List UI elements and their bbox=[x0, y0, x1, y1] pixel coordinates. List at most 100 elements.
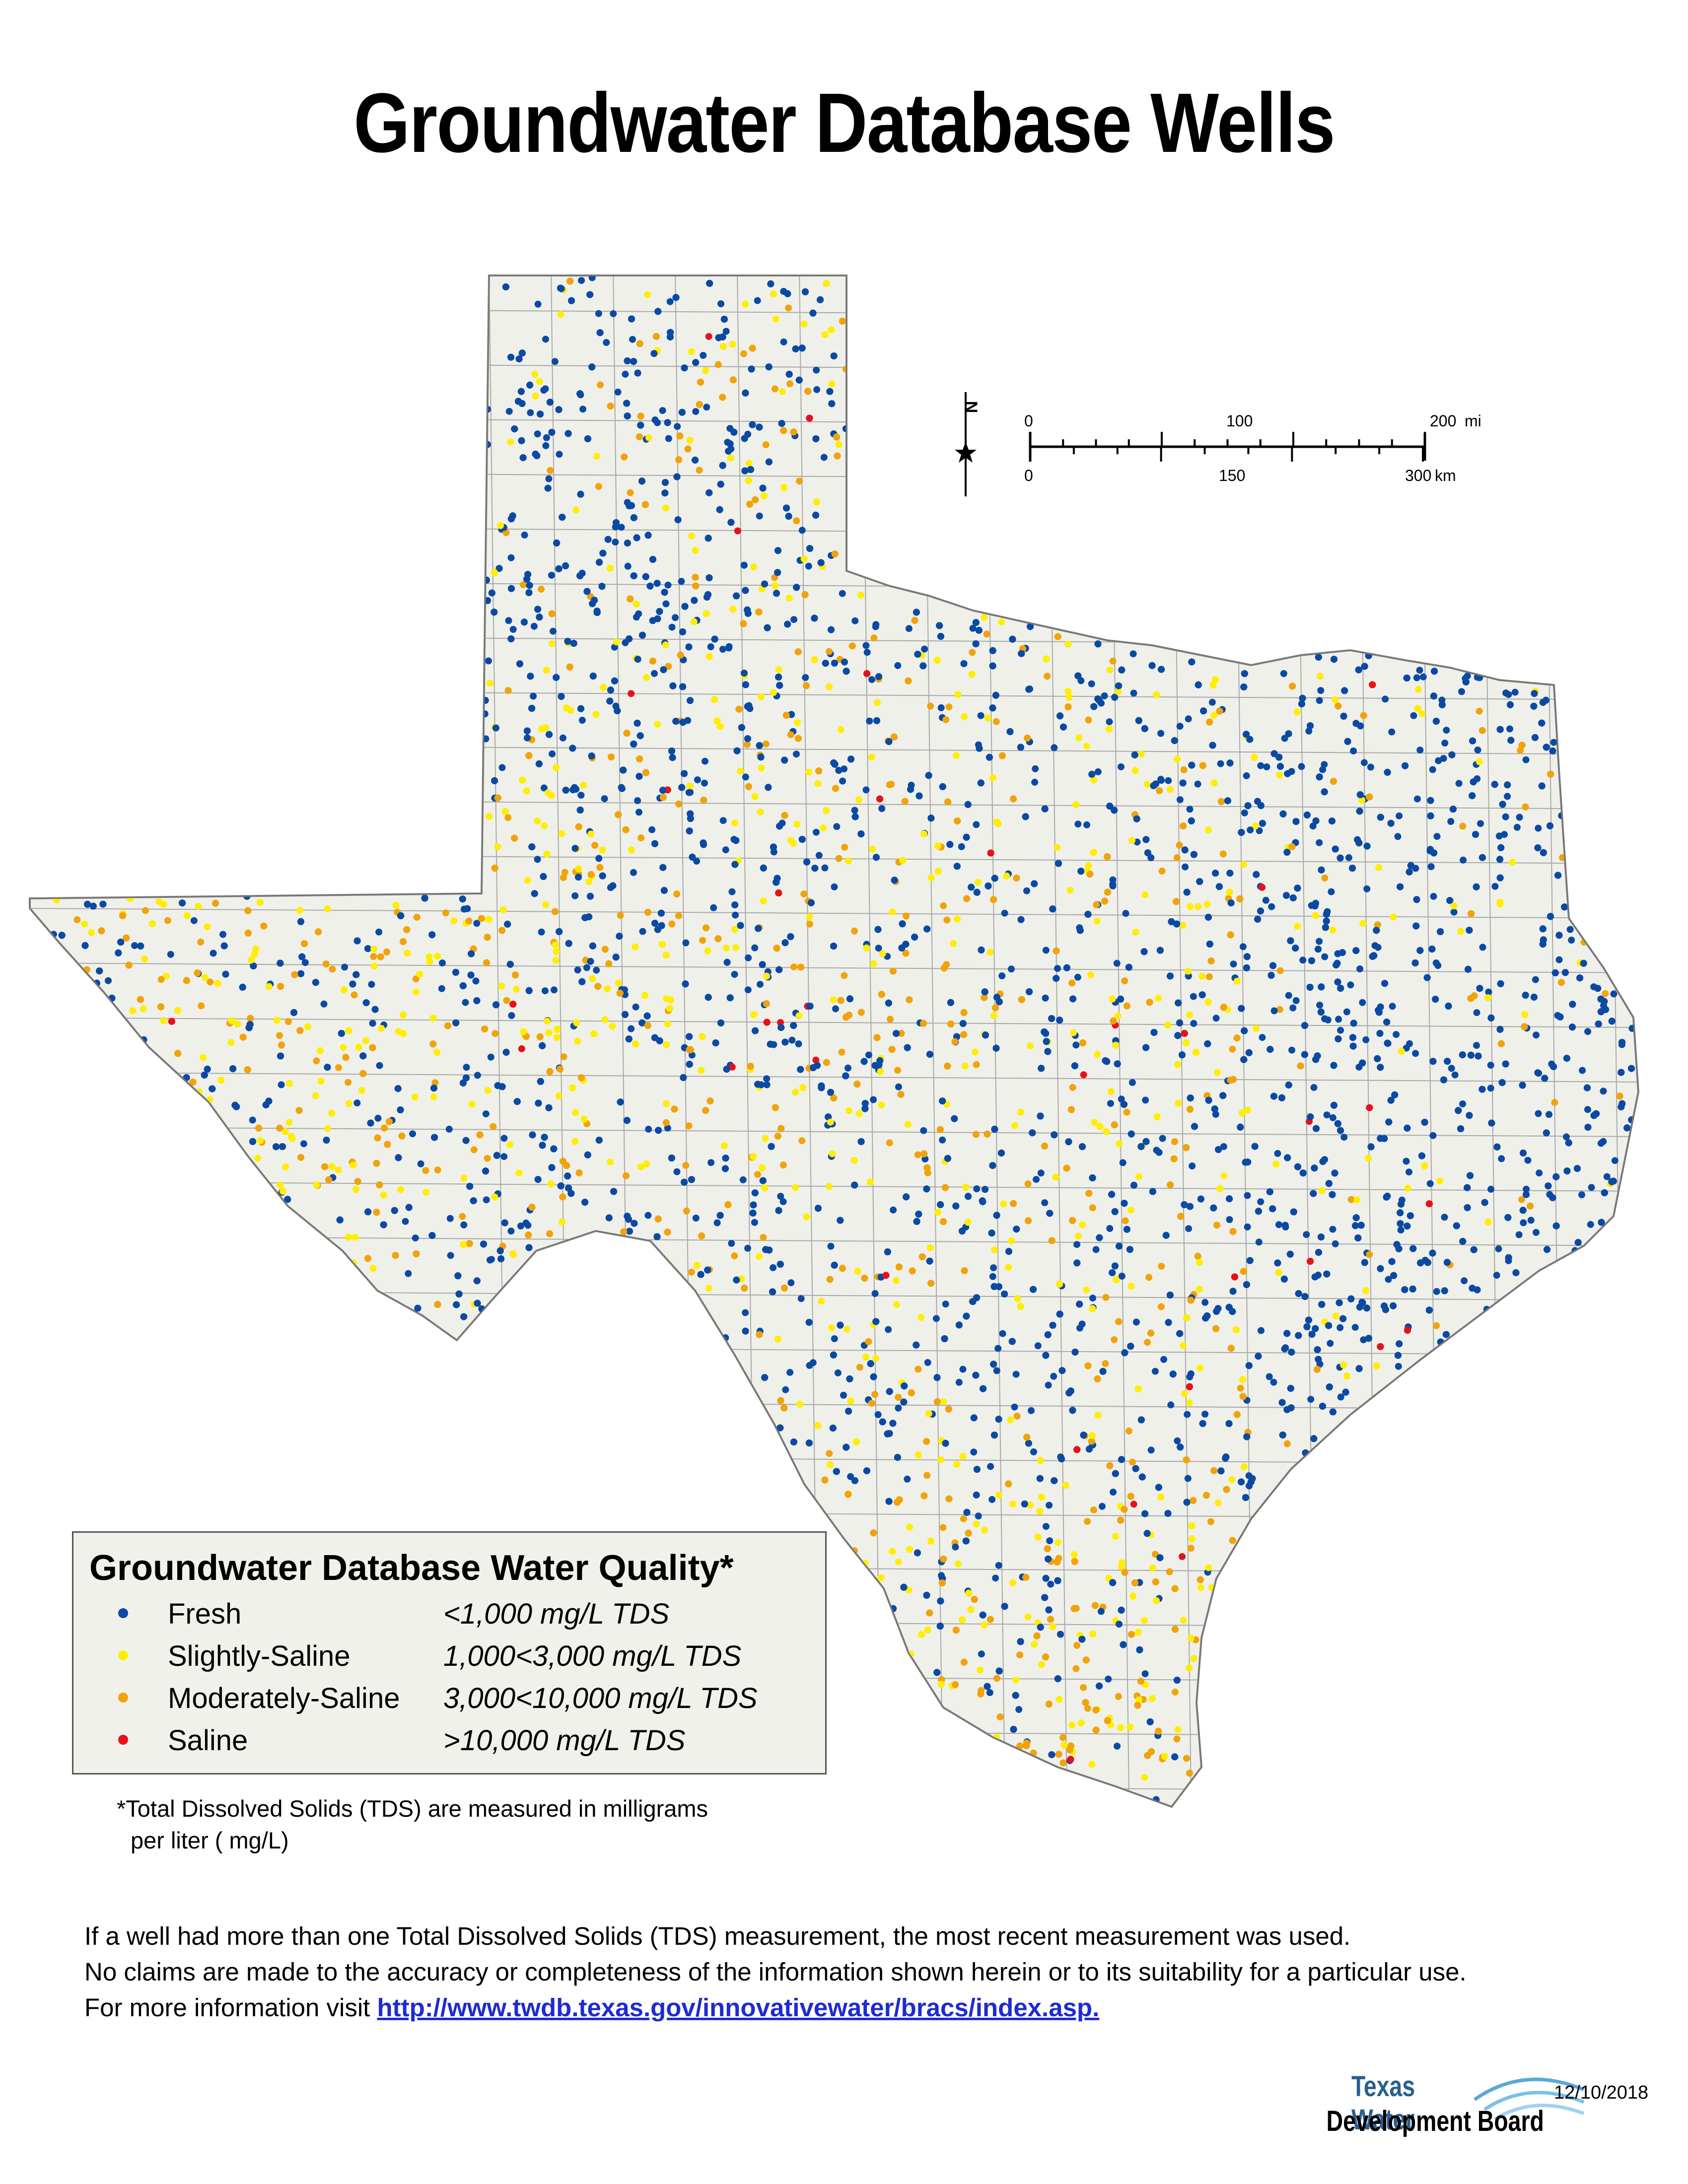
well-point bbox=[774, 1335, 781, 1343]
well-point bbox=[1176, 796, 1184, 804]
well-point bbox=[1477, 820, 1484, 827]
well-point bbox=[1371, 942, 1379, 950]
well-point bbox=[1340, 1134, 1348, 1141]
well-point bbox=[728, 1240, 735, 1247]
well-point bbox=[1288, 1046, 1295, 1054]
well-point bbox=[772, 315, 779, 323]
well-point bbox=[254, 1155, 262, 1162]
well-point bbox=[732, 911, 739, 919]
well-point bbox=[1611, 1157, 1618, 1164]
well-point bbox=[1008, 965, 1015, 973]
well-point bbox=[1137, 1678, 1144, 1685]
well-point bbox=[1345, 854, 1352, 861]
well-point bbox=[1091, 1119, 1098, 1126]
well-point bbox=[1360, 1336, 1367, 1344]
well-point bbox=[998, 972, 1006, 979]
well-point bbox=[1042, 1523, 1050, 1530]
well-point bbox=[978, 1650, 985, 1658]
well-point bbox=[1156, 787, 1163, 794]
well-point bbox=[439, 959, 446, 966]
page-title: Groundwater Database Wells bbox=[353, 76, 1335, 170]
well-point bbox=[1327, 1340, 1334, 1347]
well-point bbox=[1122, 910, 1129, 917]
well-point bbox=[1226, 1216, 1233, 1223]
well-point bbox=[692, 408, 700, 415]
well-point bbox=[1015, 1706, 1023, 1713]
well-point bbox=[1588, 1184, 1595, 1191]
well-point bbox=[1550, 739, 1557, 746]
well-point bbox=[1118, 1273, 1125, 1280]
well-point bbox=[1447, 818, 1455, 825]
well-point bbox=[664, 1124, 671, 1132]
well-point bbox=[1498, 1155, 1505, 1162]
well-point bbox=[1045, 1381, 1052, 1389]
well-point bbox=[1194, 1252, 1201, 1260]
well-point bbox=[422, 1167, 429, 1174]
well-point bbox=[1165, 777, 1172, 784]
well-point bbox=[1187, 1545, 1195, 1552]
well-point bbox=[1142, 1096, 1149, 1104]
well-point bbox=[1283, 1440, 1291, 1447]
well-point bbox=[700, 352, 707, 359]
well-point bbox=[692, 1215, 700, 1222]
well-point bbox=[1441, 740, 1449, 747]
well-point bbox=[571, 892, 579, 899]
well-point bbox=[227, 1039, 235, 1046]
well-point bbox=[210, 950, 217, 957]
well-point bbox=[1257, 1198, 1265, 1206]
well-point bbox=[549, 750, 556, 757]
well-point bbox=[1183, 1755, 1190, 1762]
well-point bbox=[635, 809, 642, 816]
well-point bbox=[345, 1079, 352, 1086]
well-point bbox=[1072, 1665, 1080, 1672]
well-point bbox=[1179, 1553, 1186, 1560]
well-point bbox=[341, 963, 349, 971]
well-point bbox=[710, 904, 717, 911]
well-point bbox=[1000, 1200, 1007, 1208]
well-point bbox=[1262, 896, 1269, 904]
well-point bbox=[1252, 1025, 1260, 1032]
well-point bbox=[855, 1110, 863, 1117]
well-point bbox=[831, 883, 838, 890]
well-point bbox=[313, 1057, 320, 1065]
well-point bbox=[1023, 887, 1030, 894]
well-point bbox=[960, 1515, 967, 1522]
well-point bbox=[623, 1172, 630, 1179]
well-point bbox=[1493, 1272, 1500, 1279]
well-point bbox=[751, 944, 759, 952]
well-point bbox=[797, 1295, 805, 1302]
well-point bbox=[1130, 689, 1137, 697]
well-point bbox=[1070, 1029, 1077, 1036]
well-point bbox=[1491, 883, 1499, 890]
well-point bbox=[806, 920, 814, 928]
well-point bbox=[1171, 1688, 1179, 1696]
well-point bbox=[1042, 994, 1049, 1002]
well-point bbox=[140, 1005, 147, 1013]
well-point bbox=[1321, 761, 1328, 768]
well-point bbox=[534, 300, 542, 308]
well-point bbox=[793, 517, 800, 525]
well-point bbox=[507, 554, 515, 561]
well-point bbox=[786, 1368, 794, 1376]
well-point bbox=[939, 1524, 947, 1531]
well-point bbox=[485, 657, 492, 665]
well-point bbox=[543, 667, 550, 674]
well-point bbox=[1151, 1367, 1159, 1375]
well-point bbox=[975, 1512, 982, 1520]
well-point bbox=[993, 1675, 1000, 1682]
well-point bbox=[798, 527, 806, 534]
well-point bbox=[744, 1244, 751, 1252]
well-point bbox=[734, 527, 741, 535]
well-point bbox=[1083, 743, 1090, 750]
well-point bbox=[1087, 971, 1094, 978]
well-point bbox=[798, 1137, 806, 1145]
well-point bbox=[460, 1221, 468, 1228]
well-point bbox=[992, 718, 1000, 725]
well-point bbox=[955, 1378, 963, 1386]
well-point bbox=[762, 740, 770, 748]
well-point bbox=[634, 797, 641, 804]
well-point bbox=[950, 940, 957, 948]
well-point bbox=[1316, 839, 1323, 846]
well-point bbox=[505, 617, 512, 624]
